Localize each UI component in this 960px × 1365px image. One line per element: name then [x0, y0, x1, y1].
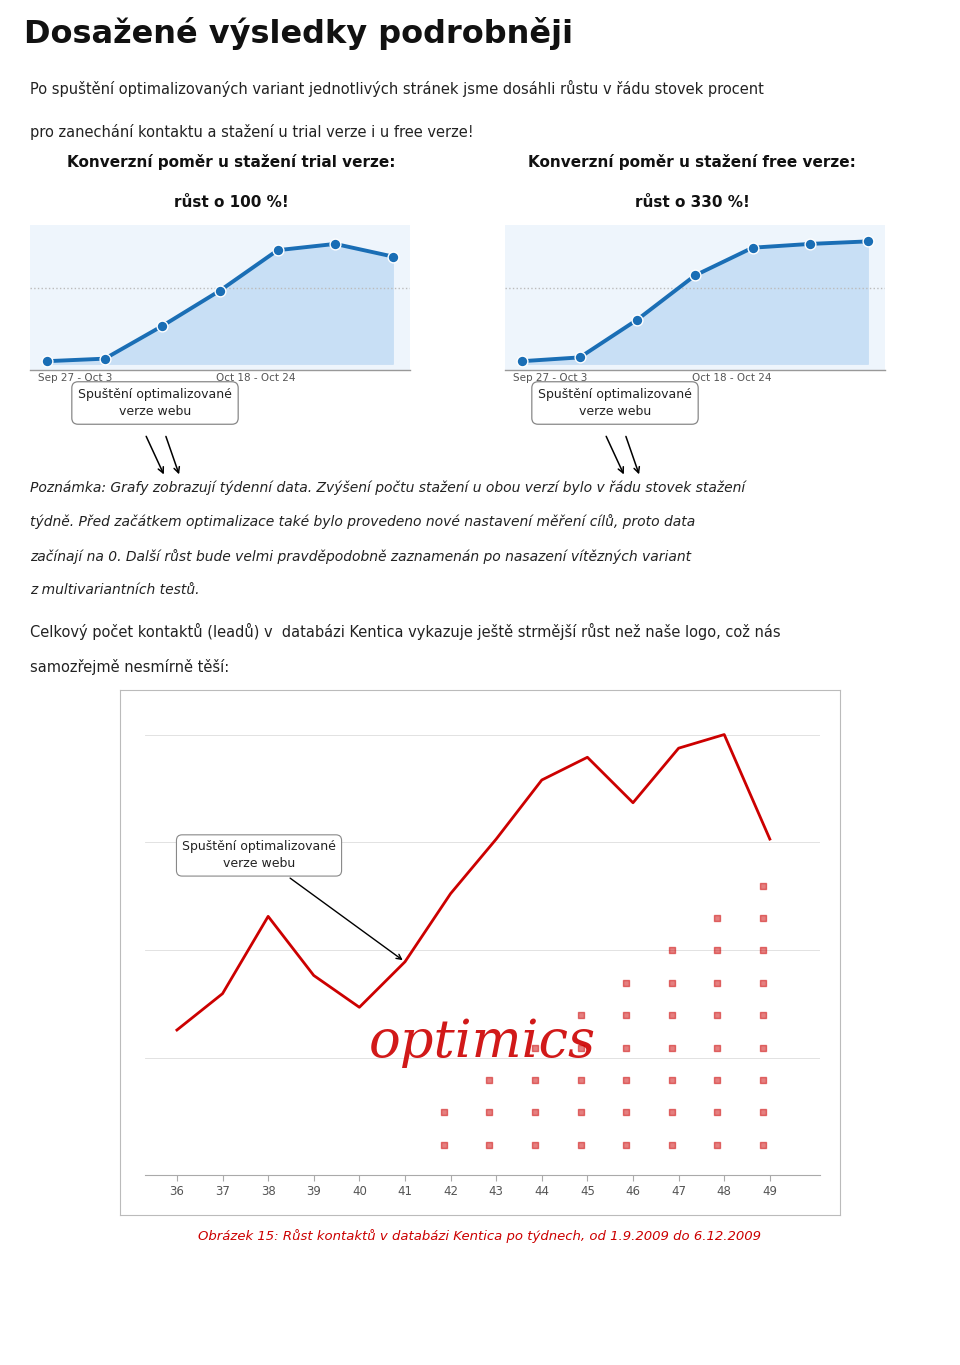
Point — [664, 939, 680, 961]
Text: Oct 18 - Oct 24: Oct 18 - Oct 24 — [217, 373, 296, 384]
Point — [709, 908, 725, 930]
Point — [664, 1134, 680, 1156]
Point — [270, 239, 285, 261]
Point — [618, 1102, 634, 1123]
Point — [709, 972, 725, 994]
Text: růst o 100 %!: růst o 100 %! — [174, 195, 289, 210]
Point — [756, 1102, 771, 1123]
Point — [573, 1069, 588, 1091]
Point — [573, 1134, 588, 1156]
Point — [664, 972, 680, 994]
Point — [527, 1102, 542, 1123]
Point — [436, 1102, 451, 1123]
Text: Celkový počet kontaktů (leadů) v  databázi Kentica vykazuje ještě strmější růst : Celkový počet kontaktů (leadů) v databáz… — [30, 622, 780, 640]
Text: optimics: optimics — [369, 1017, 596, 1067]
Point — [527, 1069, 542, 1091]
Point — [756, 875, 771, 897]
Point — [709, 1069, 725, 1091]
Point — [756, 1036, 771, 1058]
Text: Případová studie optimalizace webu Kentico.com  |  www.optimics.cz: Případová studie optimalizace webu Kenti… — [24, 1338, 455, 1350]
Point — [709, 1134, 725, 1156]
Point — [482, 1134, 497, 1156]
Point — [482, 1069, 497, 1091]
Text: strana 18/21: strana 18/21 — [856, 1338, 936, 1350]
Point — [618, 1005, 634, 1026]
Point — [572, 347, 588, 369]
Point — [803, 233, 818, 255]
Point — [618, 1134, 634, 1156]
Text: pro zanechání kontaktu a stažení u trial verze i u free verze!: pro zanechání kontaktu a stažení u trial… — [30, 124, 473, 141]
Point — [527, 1134, 542, 1156]
Point — [515, 351, 530, 373]
Point — [630, 308, 645, 330]
Point — [709, 1102, 725, 1123]
Text: Konverzní poměr u stažení free verze:: Konverzní poměr u stažení free verze: — [528, 154, 856, 169]
Text: Konverzní poměr u stažení trial verze:: Konverzní poměr u stažení trial verze: — [67, 154, 396, 169]
Text: Poznámka: Grafy zobrazují týdenní data. Zvýšení počtu stažení u obou verzí bylo : Poznámka: Grafy zobrazují týdenní data. … — [30, 480, 745, 494]
Point — [618, 1069, 634, 1091]
Point — [327, 233, 343, 255]
Text: Oct 18 - Oct 24: Oct 18 - Oct 24 — [691, 373, 771, 384]
Point — [436, 1134, 451, 1156]
Text: Spuštění optimalizované
verze webu: Spuštění optimalizované verze webu — [538, 388, 692, 418]
Point — [709, 1036, 725, 1058]
Point — [664, 1069, 680, 1091]
Point — [664, 1005, 680, 1026]
Point — [687, 265, 703, 287]
Point — [573, 1005, 588, 1026]
Text: začínají na 0. Další růst bude velmi pravděpodobně zaznamenán po nasazení vítězn: začínají na 0. Další růst bude velmi pra… — [30, 549, 691, 564]
Point — [618, 972, 634, 994]
Point — [756, 939, 771, 961]
Text: Sep 27 - Oct 3: Sep 27 - Oct 3 — [513, 373, 587, 384]
Point — [573, 1036, 588, 1058]
Point — [860, 231, 876, 253]
Point — [39, 351, 55, 373]
Point — [97, 348, 112, 370]
Text: Sep 27 - Oct 3: Sep 27 - Oct 3 — [37, 373, 112, 384]
Point — [709, 1005, 725, 1026]
Point — [385, 246, 400, 268]
Point — [664, 1102, 680, 1123]
Point — [756, 908, 771, 930]
Point — [212, 280, 228, 302]
Point — [482, 1102, 497, 1123]
Point — [756, 972, 771, 994]
Text: Spuštění optimalizované
verze webu: Spuštění optimalizované verze webu — [182, 841, 401, 960]
Point — [756, 1134, 771, 1156]
Text: z multivariantních testů.: z multivariantních testů. — [30, 583, 200, 598]
Text: Po spuštění optimalizovaných variant jednotlivých stránek jsme dosáhli růstu v ř: Po spuštění optimalizovaných variant jed… — [30, 81, 764, 97]
Point — [573, 1102, 588, 1123]
Point — [745, 236, 760, 258]
Point — [155, 315, 170, 337]
Text: samozřejmě nesmírně těší:: samozřejmě nesmírně těší: — [30, 659, 229, 676]
Point — [618, 1036, 634, 1058]
Text: růst o 330 %!: růst o 330 %! — [635, 195, 750, 210]
Text: Dosažené výsledky podrobněji: Dosažené výsledky podrobněji — [24, 18, 573, 51]
Text: Obrázek 15: Růst kontaktů v databázi Kentica po týdnech, od 1.9.2009 do 6.12.200: Obrázek 15: Růst kontaktů v databázi Ken… — [199, 1230, 761, 1244]
Point — [756, 1005, 771, 1026]
Point — [709, 939, 725, 961]
Point — [527, 1036, 542, 1058]
Text: týdně. Před začátkem optimalizace také bylo provedeno nové nastavení měření cílů: týdně. Před začátkem optimalizace také b… — [30, 515, 695, 530]
Point — [756, 1069, 771, 1091]
Text: Spuštění optimalizované
verze webu: Spuštění optimalizované verze webu — [78, 388, 232, 418]
Point — [664, 1036, 680, 1058]
